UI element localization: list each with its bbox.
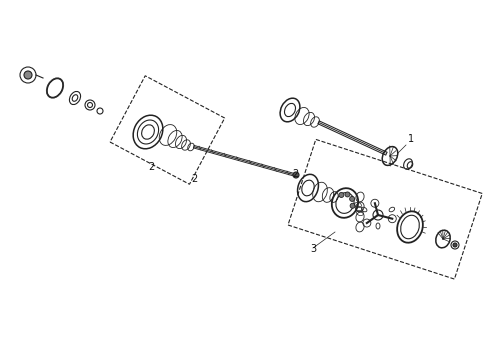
Circle shape <box>350 197 355 201</box>
Text: 1: 1 <box>408 134 414 144</box>
Circle shape <box>339 193 344 198</box>
Text: 3: 3 <box>310 244 316 254</box>
Text: 2: 2 <box>192 174 198 184</box>
Circle shape <box>345 192 350 197</box>
Circle shape <box>350 203 355 208</box>
Text: 2: 2 <box>148 162 154 172</box>
Circle shape <box>453 243 457 247</box>
Circle shape <box>293 172 299 178</box>
Circle shape <box>24 71 32 79</box>
Text: 2: 2 <box>292 169 298 179</box>
